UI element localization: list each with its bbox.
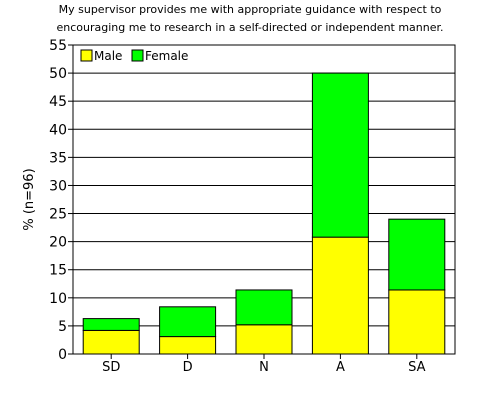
y-tick-label: 15 bbox=[49, 263, 67, 279]
y-tick-label: 35 bbox=[49, 150, 67, 166]
bar-male-d bbox=[159, 336, 217, 355]
bar-male-n bbox=[235, 324, 293, 355]
y-tick-label: 45 bbox=[49, 94, 67, 110]
x-tick-label: A bbox=[336, 360, 345, 375]
y-tick-label: 50 bbox=[49, 66, 67, 82]
bar-female-d bbox=[159, 306, 217, 338]
y-axis-label: % (n=96) bbox=[22, 168, 37, 230]
legend-label-female: Female bbox=[145, 49, 188, 63]
chart-title-line-1: My supervisor provides me with appropria… bbox=[58, 3, 442, 16]
y-tick-label: 20 bbox=[49, 235, 67, 251]
bar-female-sa bbox=[388, 218, 446, 291]
y-tick-label: 30 bbox=[49, 178, 67, 194]
legend-swatch-female bbox=[131, 49, 144, 62]
x-tick-label: N bbox=[259, 360, 269, 375]
bar-male-a bbox=[311, 236, 369, 355]
x-tick-label: D bbox=[183, 360, 193, 375]
y-tick-label: 5 bbox=[58, 319, 67, 335]
y-tick-label: 55 bbox=[49, 38, 67, 54]
y-tick-label: 40 bbox=[49, 122, 67, 138]
chart-title-line-2: encouraging me to research in a self-dir… bbox=[56, 21, 444, 34]
legend-label-male: Male bbox=[94, 49, 122, 63]
plot-frame bbox=[72, 44, 456, 355]
y-tick-label: 25 bbox=[49, 207, 67, 223]
bar-male-sd bbox=[82, 329, 140, 355]
legend-swatch-male bbox=[80, 49, 93, 62]
bar-female-a bbox=[311, 72, 369, 238]
bar-female-sd bbox=[82, 318, 140, 331]
y-tick-label: 10 bbox=[49, 291, 67, 307]
bar-female-n bbox=[235, 289, 293, 326]
x-tick-label: SD bbox=[102, 360, 120, 375]
bar-male-sa bbox=[388, 289, 446, 355]
x-tick-label: SA bbox=[408, 360, 425, 375]
y-tick-label: 0 bbox=[58, 347, 67, 363]
